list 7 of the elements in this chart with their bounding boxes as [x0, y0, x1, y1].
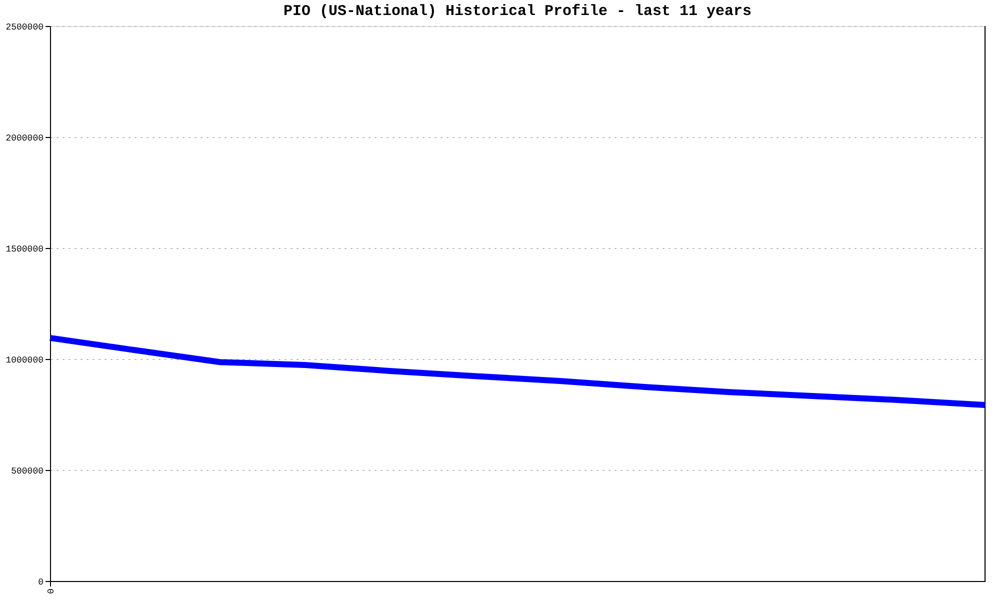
y-tick-label: 1500000	[6, 244, 44, 254]
chart-title: PIO (US-National) Historical Profile - last 11 years	[283, 3, 752, 20]
y-tick-label: 1000000	[6, 356, 44, 366]
y-tick-label: 2000000	[6, 134, 44, 144]
y-tick-label: 2500000	[6, 22, 44, 32]
y-tick-label: 0	[38, 578, 44, 588]
y-tick-label: 500000	[11, 466, 44, 476]
